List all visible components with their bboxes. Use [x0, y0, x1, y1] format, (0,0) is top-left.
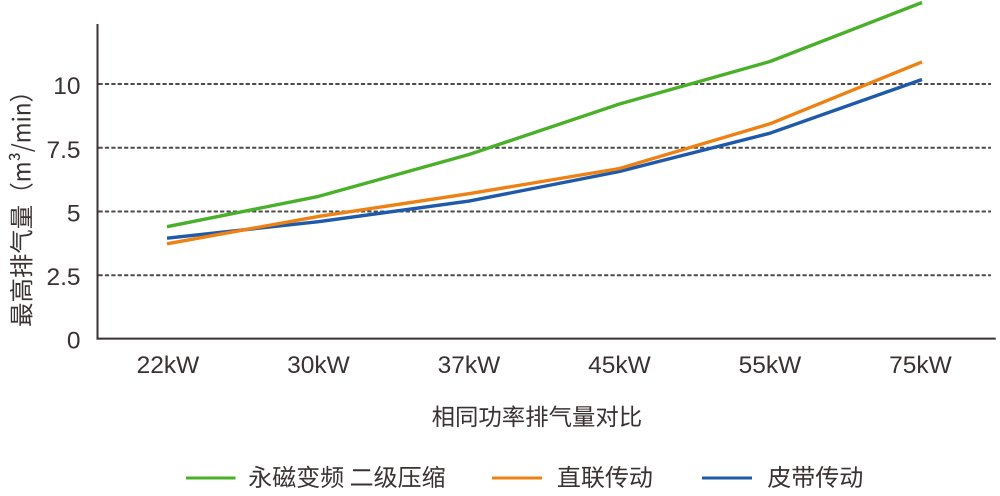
svg-text:5: 5 — [67, 201, 81, 228]
svg-text:7.5: 7.5 — [46, 137, 80, 164]
svg-text:37kW: 37kW — [438, 352, 502, 379]
svg-text:75kW: 75kW — [889, 352, 953, 379]
svg-text:45kW: 45kW — [588, 352, 652, 379]
svg-text:22kW: 22kW — [137, 352, 201, 379]
svg-text:30kW: 30kW — [287, 352, 351, 379]
svg-text:55kW: 55kW — [739, 352, 803, 379]
svg-text:10: 10 — [53, 73, 80, 100]
svg-text:2.5: 2.5 — [46, 264, 80, 291]
svg-text:0: 0 — [67, 328, 81, 355]
